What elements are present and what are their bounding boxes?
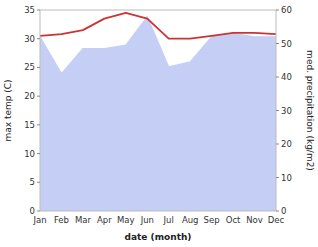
y2-tick xyxy=(276,110,279,111)
y-tick xyxy=(37,10,40,11)
chart: 051015202530350102030405060JanFebMarAprM… xyxy=(0,0,318,247)
plot-frame xyxy=(40,10,276,211)
y-tick-label: 30 xyxy=(24,34,35,44)
y2-tick xyxy=(276,144,279,145)
y2-tick-label: 30 xyxy=(281,106,292,116)
y2-tick-label: 60 xyxy=(281,5,292,15)
x-tick-label: Nov xyxy=(246,215,263,225)
x-tick-label: Oct xyxy=(226,215,241,225)
chart-container: 051015202530350102030405060JanFebMarAprM… xyxy=(0,0,318,247)
y2-tick-label: 50 xyxy=(281,39,292,49)
y-tick xyxy=(37,96,40,97)
y-tick-label: 35 xyxy=(24,5,35,15)
y2-tick xyxy=(276,77,279,78)
x-tick-label: Apr xyxy=(97,215,112,225)
x-tick-label: Jan xyxy=(32,215,46,225)
y2-tick-label: 20 xyxy=(281,139,292,149)
y-tick xyxy=(37,211,40,212)
y-tick xyxy=(37,67,40,68)
y-tick-label: 25 xyxy=(24,62,35,72)
area-fill xyxy=(40,17,276,211)
y2-tick-label: 10 xyxy=(281,173,292,183)
x-tick-label: Jun xyxy=(140,215,154,225)
y-tick xyxy=(37,38,40,39)
x-tick-label: Jul xyxy=(163,215,174,225)
y2-tick-label: 40 xyxy=(281,72,292,82)
x-tick-label: May xyxy=(117,215,135,225)
y2-tick xyxy=(276,211,279,212)
y-tick xyxy=(37,182,40,183)
plot-area xyxy=(40,13,276,211)
line xyxy=(40,13,276,39)
x-tick-label: Dec xyxy=(268,215,285,225)
x-tick-label: Aug xyxy=(182,215,199,225)
x-axis-label: date (month) xyxy=(125,232,192,242)
y-tick-label: 10 xyxy=(24,149,35,159)
y-tick-label: 15 xyxy=(24,120,35,130)
y2-tick xyxy=(276,177,279,178)
area-line xyxy=(40,17,276,74)
y2-axis-label: med. precipitation (kg/m2) xyxy=(305,50,315,171)
x-tick-label: Sep xyxy=(204,215,220,225)
y-axis-label: max temp (C) xyxy=(3,79,13,141)
x-tick-label: Mar xyxy=(75,215,92,225)
y2-tick xyxy=(276,43,279,44)
y-tick xyxy=(37,153,40,154)
x-tick-label: Feb xyxy=(54,215,69,225)
y2-tick xyxy=(276,10,279,11)
y-tick xyxy=(37,124,40,125)
y-tick-label: 5 xyxy=(30,177,35,187)
y-tick-label: 20 xyxy=(24,91,35,101)
